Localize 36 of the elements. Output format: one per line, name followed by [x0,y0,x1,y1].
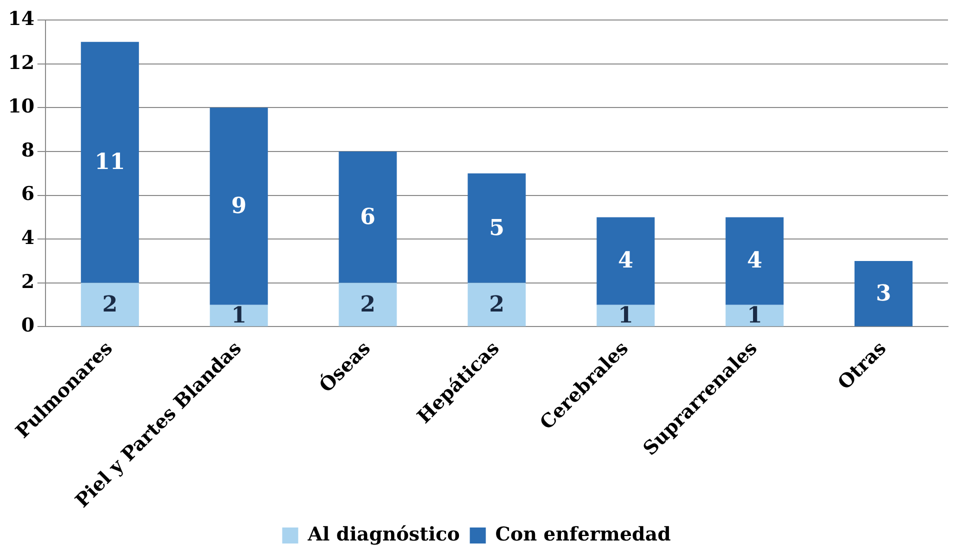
bar [726,304,784,326]
data-label: 11 [94,149,126,176]
data-label: 4 [746,248,762,274]
data-label: 4 [618,248,634,274]
data-label: 6 [360,204,376,230]
data-label: 2 [102,291,118,318]
bar [80,282,139,326]
bar [854,261,913,326]
y-tick-label: 8 [21,139,34,162]
bar [338,282,397,326]
bar [80,42,139,283]
y-tick-label: 14 [8,8,34,30]
y-tick-label: 2 [21,270,34,293]
y-tick-label: 10 [8,96,34,118]
bar [468,282,526,326]
bar [468,173,526,283]
data-label: 1 [618,302,634,328]
data-label: 2 [489,291,504,318]
bar [210,108,268,305]
legend-label: Al diagnóstico [306,523,460,546]
data-label: 1 [746,302,762,328]
y-tick-label: 12 [8,52,34,74]
y-tick-label: 0 [21,314,34,337]
legend-label: Con enfermedad [495,523,671,546]
data-label: 5 [489,214,504,241]
bar [596,217,655,305]
data-label: 2 [360,291,376,318]
bar [726,217,784,305]
data-label: 3 [876,280,892,306]
bar [338,151,397,283]
bar [596,304,655,326]
y-tick-label: 6 [21,183,34,206]
bar [210,304,268,326]
y-tick-label: 4 [21,227,34,250]
data-label: 1 [231,302,246,328]
data-label: 9 [231,192,246,219]
